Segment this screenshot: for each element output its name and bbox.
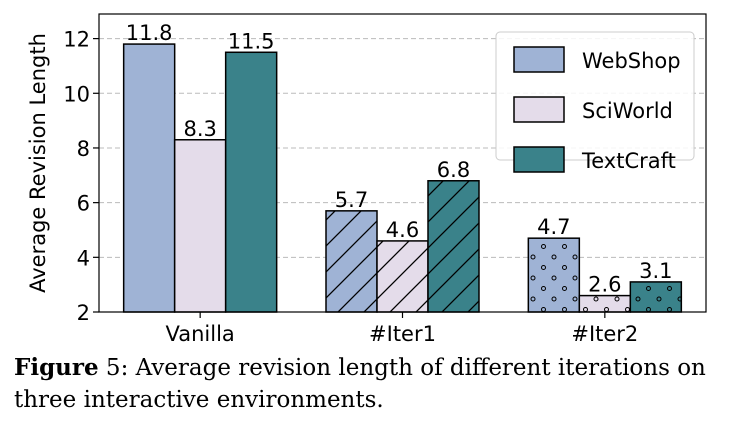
bar-hatch <box>528 238 580 312</box>
bar-hatch <box>630 281 682 312</box>
x-tick-label: Vanilla <box>166 322 235 345</box>
y-tick-label: 12 <box>63 28 90 52</box>
data-label: 11.8 <box>126 21 173 45</box>
data-label: 3.1 <box>639 259 672 283</box>
data-label: 2.6 <box>588 273 621 297</box>
y-tick-label: 4 <box>77 246 90 270</box>
y-axis-label: Average Revision Length <box>26 33 50 293</box>
caption-number: 5: <box>98 355 129 381</box>
y-tick-label: 10 <box>63 82 90 106</box>
bar-hatch <box>579 295 631 312</box>
legend-swatch <box>513 96 565 123</box>
legend-swatch <box>513 46 565 73</box>
bar-hatch <box>428 180 479 312</box>
bar-hatch <box>377 240 428 312</box>
data-label: 5.7 <box>335 188 368 212</box>
caption-label: Figure <box>14 354 99 381</box>
legend-label: TextCraft <box>581 149 676 173</box>
y-tick-label: 6 <box>77 192 90 216</box>
legend-swatch <box>513 146 565 173</box>
data-label: 4.6 <box>386 218 419 242</box>
legend: WebShop SciWorld TextCraft <box>495 31 695 173</box>
legend-label: SciWorld <box>582 99 673 123</box>
bars <box>122 43 683 313</box>
y-axis: 2 4 6 8 10 12 <box>63 28 99 325</box>
bar-hatch <box>326 210 377 312</box>
bar-textcraft <box>224 51 278 313</box>
x-tick-label: #Iter1 <box>369 322 436 345</box>
bar-chart: 11.8 8.3 11.5 5.7 4.6 6.8 4.7 2.6 3.1 2 4 6 8 10 12 V… <box>26 13 707 345</box>
x-axis: Vanilla #Iter1 #Iter2 <box>166 312 638 345</box>
data-labels: 11.8 8.3 11.5 5.7 4.6 6.8 4.7 2.6 3.1 <box>126 21 673 297</box>
bar-webshop <box>122 43 176 313</box>
y-tick-label: 8 <box>77 137 90 161</box>
data-label: 11.5 <box>228 29 275 53</box>
legend-label: WebShop <box>582 49 681 73</box>
figure-caption: Figure 5: Average revision length of dif… <box>14 352 726 416</box>
x-tick-label: #Iter2 <box>571 322 638 345</box>
y-tick-label: 2 <box>77 301 90 325</box>
bar-sciworld <box>173 139 227 313</box>
data-label: 6.8 <box>437 158 470 182</box>
data-label: 4.7 <box>537 215 570 239</box>
caption-text: Average revision length of different ite… <box>14 355 706 413</box>
data-label: 8.3 <box>183 117 216 141</box>
